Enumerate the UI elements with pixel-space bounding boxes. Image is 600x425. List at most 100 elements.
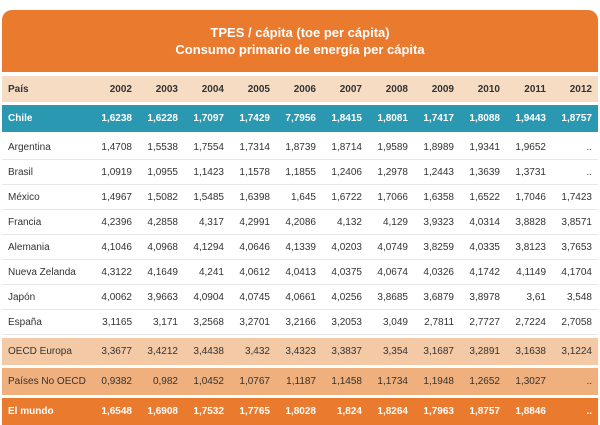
cell: 1,1734 <box>368 368 414 398</box>
cell: 3,1165 <box>92 310 138 335</box>
cell: 1,7046 <box>506 185 552 210</box>
table-row: España 3,1165 3,171 3,2568 3,2701 3,2166… <box>2 310 598 335</box>
header-year: 2003 <box>138 76 184 105</box>
row-label: España <box>2 310 92 335</box>
cell: 1,9443 <box>506 105 552 135</box>
cell: 3,8978 <box>460 285 506 310</box>
cell: 4,1704 <box>552 260 598 285</box>
table-row-oecd-europa: OECD Europa 3,3677 3,4212 3,4438 3,432 3… <box>2 335 598 368</box>
cell: 1,6908 <box>138 398 184 425</box>
cell: 3,61 <box>506 285 552 310</box>
cell: 3,9323 <box>414 210 460 235</box>
cell: 3,3837 <box>322 335 368 368</box>
cell: 2,7811 <box>414 310 460 335</box>
header-year: 2004 <box>184 76 230 105</box>
cell: 4,1294 <box>184 235 230 260</box>
cell: 7,7956 <box>276 105 322 135</box>
table-row-chile: Chile 1,6238 1,6228 1,7097 1,7429 7,7956… <box>2 105 598 135</box>
cell: 1,0452 <box>184 368 230 398</box>
cell: 1,3639 <box>460 160 506 185</box>
table-title: TPES / cápita (toe per cápita) Consumo p… <box>2 10 598 72</box>
header-year: 2011 <box>506 76 552 105</box>
header-year: 2010 <box>460 76 506 105</box>
row-label: OECD Europa <box>2 335 92 368</box>
cell: 1,7429 <box>230 105 276 135</box>
table-row: México 1,4967 1,5082 1,5485 1,6398 1,645… <box>2 185 598 210</box>
title-line-1: TPES / cápita (toe per cápita) <box>210 25 390 40</box>
cell: 3,1687 <box>414 335 460 368</box>
cell: 4,1742 <box>460 260 506 285</box>
cell: 3,9663 <box>138 285 184 310</box>
cell: 1,8081 <box>368 105 414 135</box>
cell: 4,1649 <box>138 260 184 285</box>
cell: 4,1149 <box>506 260 552 285</box>
cell: .. <box>552 398 598 425</box>
cell: 4,2086 <box>276 210 322 235</box>
cell: 1,7066 <box>368 185 414 210</box>
header-year: 2012 <box>552 76 598 105</box>
cell: 1,645 <box>276 185 322 210</box>
cell: 3,3677 <box>92 335 138 368</box>
cell: 4,0203 <box>322 235 368 260</box>
cell: 1,7554 <box>184 135 230 160</box>
cell: 4,0314 <box>460 210 506 235</box>
cell: 3,354 <box>368 335 414 368</box>
cell: 4,0904 <box>184 285 230 310</box>
row-label: Francia <box>2 210 92 235</box>
cell: 1,0919 <box>92 160 138 185</box>
cell: 1,1855 <box>276 160 322 185</box>
cell: 3,171 <box>138 310 184 335</box>
cell: 3,2053 <box>322 310 368 335</box>
cell: 1,9589 <box>368 135 414 160</box>
row-label: México <box>2 185 92 210</box>
cell: 1,6238 <box>92 105 138 135</box>
cell: 4,2396 <box>92 210 138 235</box>
cell: 1,3027 <box>506 368 552 398</box>
cell: 3,2701 <box>230 310 276 335</box>
cell: 1,7314 <box>230 135 276 160</box>
cell: 3,2166 <box>276 310 322 335</box>
header-year: 2006 <box>276 76 322 105</box>
cell: 4,0335 <box>460 235 506 260</box>
row-label: Chile <box>2 105 92 135</box>
cell: 1,6548 <box>92 398 138 425</box>
cell: 3,432 <box>230 335 276 368</box>
cell: 1,1423 <box>184 160 230 185</box>
cell: 4,0256 <box>322 285 368 310</box>
cell: 3,2568 <box>184 310 230 335</box>
cell: 4,0968 <box>138 235 184 260</box>
cell: 1,5538 <box>138 135 184 160</box>
cell: 4,317 <box>184 210 230 235</box>
cell: 3,2891 <box>460 335 506 368</box>
cell: 3,7653 <box>552 235 598 260</box>
cell: 2,7727 <box>460 310 506 335</box>
cell: 1,8028 <box>276 398 322 425</box>
cell: 1,8415 <box>322 105 368 135</box>
cell: 3,1638 <box>506 335 552 368</box>
cell: 1,824 <box>322 398 368 425</box>
cell: 1,6398 <box>230 185 276 210</box>
cell: 1,2406 <box>322 160 368 185</box>
cell: 4,132 <box>322 210 368 235</box>
cell: 4,0326 <box>414 260 460 285</box>
cell: 1,0767 <box>230 368 276 398</box>
cell: 1,7417 <box>414 105 460 135</box>
row-label: Japón <box>2 285 92 310</box>
cell: 4,3122 <box>92 260 138 285</box>
cell: 3,049 <box>368 310 414 335</box>
cell: .. <box>552 135 598 160</box>
table-row: Brasil 1,0919 1,0955 1,1423 1,1578 1,185… <box>2 160 598 185</box>
cell: 3,4323 <box>276 335 322 368</box>
cell: 1,9652 <box>506 135 552 160</box>
cell: 4,1339 <box>276 235 322 260</box>
header-year: 2002 <box>92 76 138 105</box>
cell: 1,7423 <box>552 185 598 210</box>
cell: 1,1458 <box>322 368 368 398</box>
row-label: Países No OECD <box>2 368 92 398</box>
cell: 3,8828 <box>506 210 552 235</box>
header-row: País 2002 2003 2004 2005 2006 2007 2008 … <box>2 76 598 105</box>
cell: 1,8757 <box>552 105 598 135</box>
header-country: País <box>2 76 92 105</box>
cell: .. <box>552 368 598 398</box>
